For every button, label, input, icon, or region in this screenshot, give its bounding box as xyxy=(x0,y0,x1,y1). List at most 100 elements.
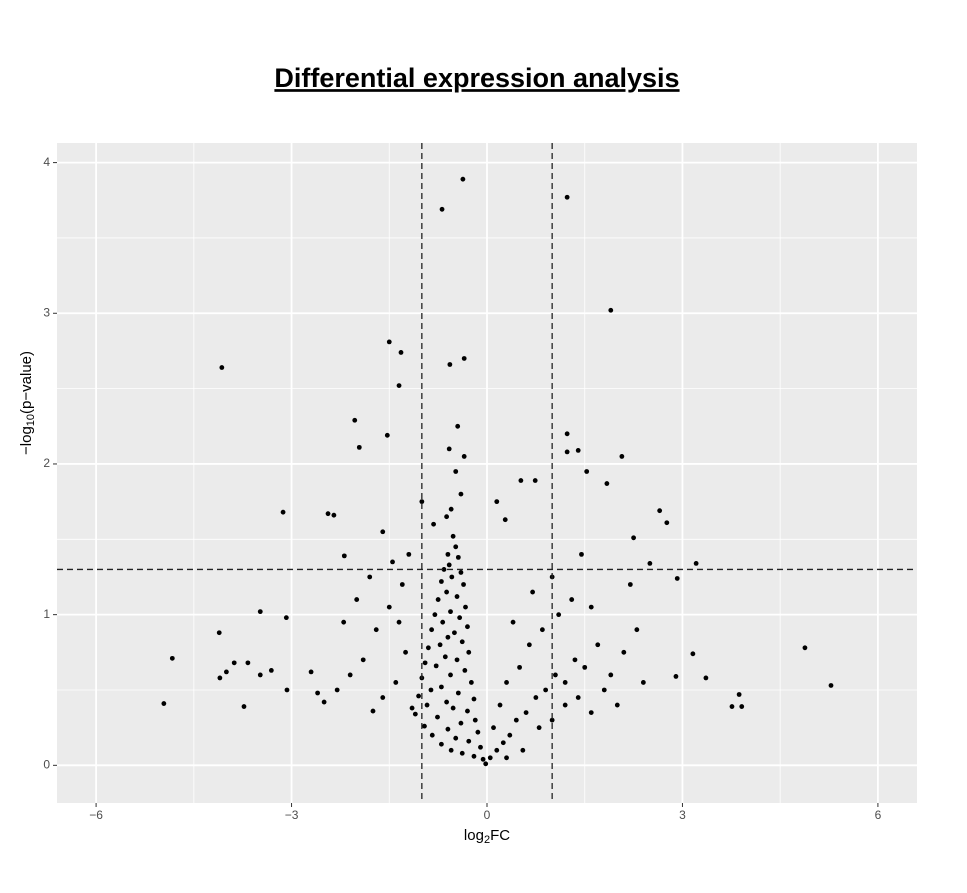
point xyxy=(386,604,392,610)
point xyxy=(520,747,526,753)
point xyxy=(575,447,581,453)
point xyxy=(579,551,584,557)
point xyxy=(396,619,402,625)
point xyxy=(608,672,614,678)
point xyxy=(441,567,447,572)
point xyxy=(439,206,445,212)
point xyxy=(334,687,340,693)
point xyxy=(442,654,448,660)
point xyxy=(657,508,663,514)
point xyxy=(331,512,337,518)
point xyxy=(257,609,263,615)
point xyxy=(432,612,438,618)
point xyxy=(257,672,263,678)
point xyxy=(582,664,588,670)
x-tick-label: −6 xyxy=(89,808,103,822)
point xyxy=(444,589,450,595)
point xyxy=(693,561,699,566)
point xyxy=(268,667,274,673)
x-tick-label: −3 xyxy=(285,808,299,822)
point xyxy=(595,642,601,648)
x-label-part: FC xyxy=(490,827,510,844)
point xyxy=(380,695,386,700)
point xyxy=(280,509,286,515)
point xyxy=(398,350,404,355)
y-label-part: −log xyxy=(18,426,35,455)
point xyxy=(536,725,542,731)
point xyxy=(647,561,653,566)
y-axis-label: −log10(p−value) xyxy=(18,351,37,455)
point xyxy=(429,732,435,738)
point xyxy=(739,704,745,709)
point xyxy=(523,710,529,715)
point xyxy=(447,362,453,367)
point xyxy=(453,735,459,741)
point xyxy=(491,725,496,731)
point xyxy=(217,675,223,681)
point xyxy=(614,702,620,708)
point xyxy=(315,690,321,696)
point xyxy=(828,683,834,688)
point xyxy=(530,589,536,595)
point xyxy=(431,521,436,527)
point xyxy=(452,630,457,636)
point xyxy=(461,356,467,361)
point xyxy=(460,176,466,182)
point xyxy=(703,675,709,681)
point xyxy=(446,446,452,452)
point xyxy=(437,642,443,648)
point xyxy=(453,544,459,550)
point xyxy=(471,753,477,759)
point xyxy=(458,491,464,497)
point xyxy=(517,664,522,670)
x-tick-label: 3 xyxy=(679,808,686,822)
x-tick-label: 6 xyxy=(875,808,882,822)
point xyxy=(428,687,434,693)
point xyxy=(504,680,509,685)
point xyxy=(403,649,408,655)
point xyxy=(584,469,590,474)
point xyxy=(510,619,516,625)
point xyxy=(448,506,454,512)
point xyxy=(445,551,451,557)
point xyxy=(539,627,545,633)
point xyxy=(674,576,680,581)
point xyxy=(569,597,575,602)
point xyxy=(384,432,390,438)
point xyxy=(424,702,430,708)
point xyxy=(478,744,483,750)
point xyxy=(354,597,360,602)
point xyxy=(601,687,607,693)
point xyxy=(497,702,503,708)
point xyxy=(448,672,453,678)
y-tick-label: 2 xyxy=(43,456,50,470)
point xyxy=(429,627,435,633)
point xyxy=(631,535,636,541)
point xyxy=(419,499,425,505)
point xyxy=(466,649,472,655)
point xyxy=(425,645,431,651)
point xyxy=(513,717,519,723)
point xyxy=(380,529,386,535)
point xyxy=(480,756,486,762)
point xyxy=(553,672,558,678)
point xyxy=(241,704,247,709)
point xyxy=(802,645,808,651)
point xyxy=(399,582,405,587)
point xyxy=(690,651,696,657)
point xyxy=(446,562,452,568)
y-tick-label: 4 xyxy=(43,155,50,169)
point xyxy=(367,574,373,580)
point xyxy=(433,663,439,669)
point xyxy=(736,692,742,697)
point xyxy=(562,702,568,708)
point xyxy=(518,478,524,483)
point xyxy=(461,582,466,587)
point xyxy=(627,582,633,587)
point xyxy=(475,729,481,735)
point xyxy=(468,680,474,685)
point xyxy=(406,551,412,557)
point xyxy=(502,517,508,523)
point xyxy=(572,657,578,663)
point xyxy=(223,669,229,675)
